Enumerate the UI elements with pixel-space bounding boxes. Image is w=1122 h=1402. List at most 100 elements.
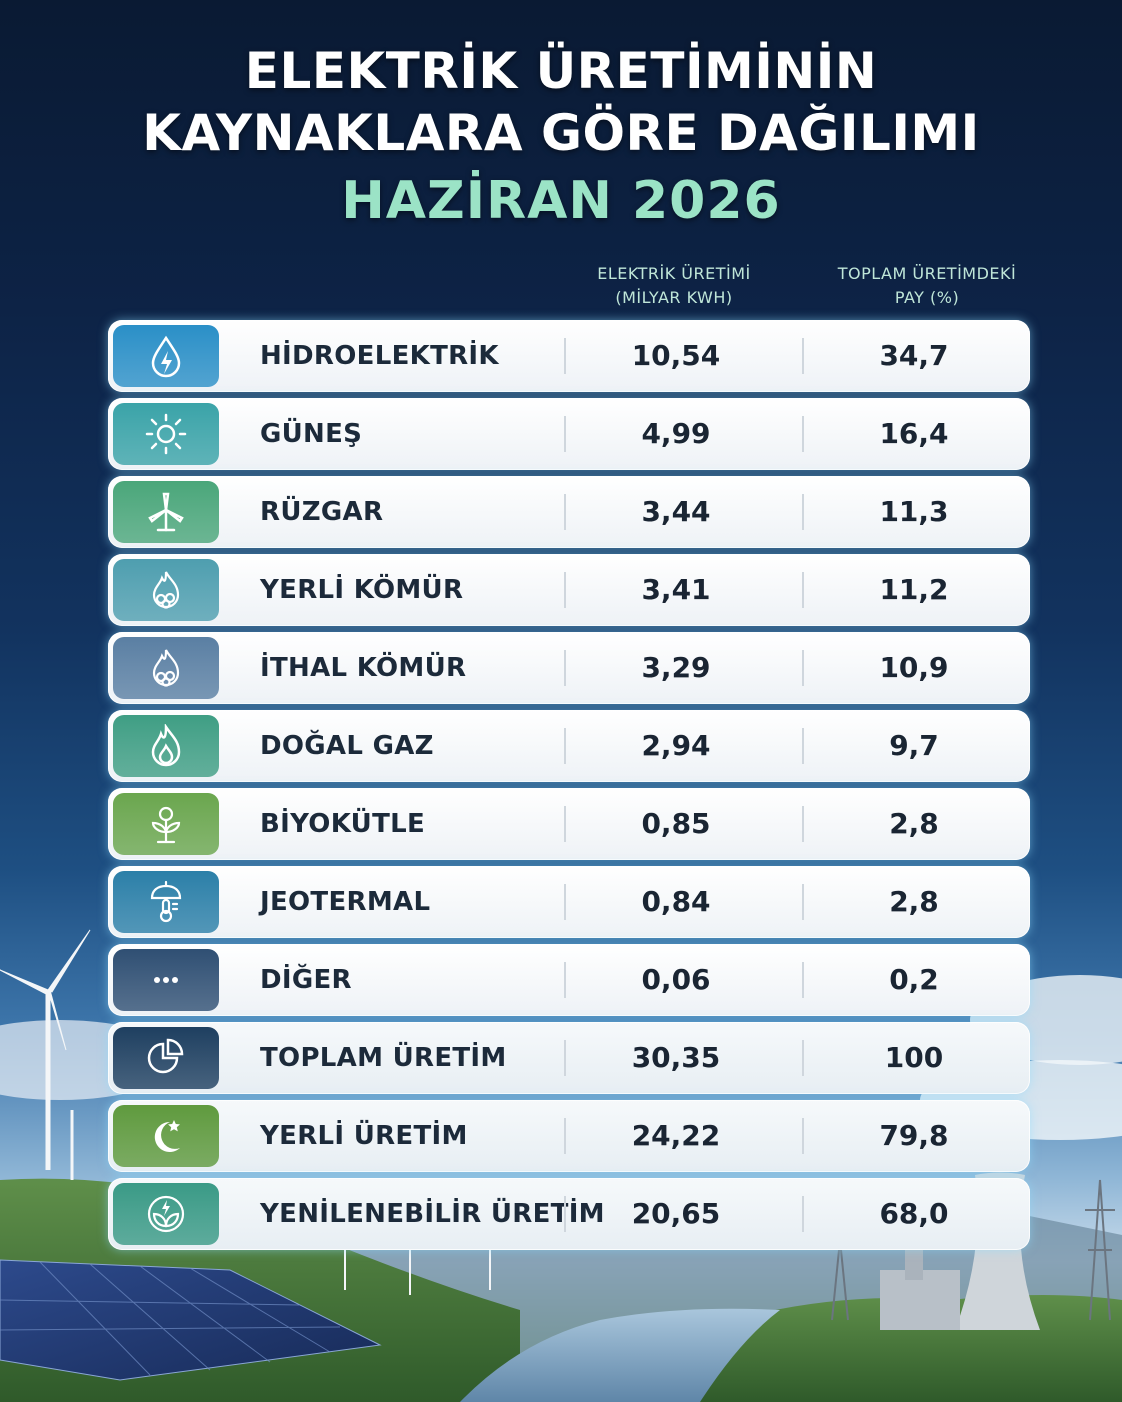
share-value: 2,8 [889,807,939,840]
sun-icon [145,413,187,455]
table-row: YERLİ ÜRETİM 24,22 79,8 [108,1100,1030,1172]
share-value: 16,4 [879,417,949,450]
column-header-share: TOPLAM ÜRETİMDEKİ PAY (%) [837,264,1017,307]
thermometer-icon [150,880,182,923]
column-divider [802,1118,804,1154]
production-value: 30,35 [631,1041,721,1074]
table-row: DOĞAL GAZ 2,94 9,7 [108,710,1030,782]
wind-turbine-icon-box [113,481,219,543]
column-divider [802,1040,804,1076]
production-value: 24,22 [631,1119,721,1152]
water-drop-bolt-icon [151,335,181,378]
source-name: İTHAL KÖMÜR [260,653,467,683]
table-row: TOPLAM ÜRETİM 30,35 100 [108,1022,1030,1094]
column-divider [564,962,566,998]
table-row: BİYOKÜTLE 0,85 2,8 [108,788,1030,860]
crescent-star-icon [154,1120,180,1152]
table-row: YENİLENEBİLİR ÜRETİM 20,65 68,0 [108,1178,1030,1250]
thermometer-icon-box [113,871,219,933]
table-row: JEOTERMAL 0,84 2,8 [108,866,1030,938]
column-divider [564,1040,566,1076]
column-divider [802,494,804,530]
production-value: 3,44 [641,495,711,528]
flame-icon-box [113,715,219,777]
source-name: BİYOKÜTLE [260,809,426,839]
table-row: İTHAL KÖMÜR 3,29 10,9 [108,632,1030,704]
title-block: ELEKTRİK ÜRETİMİNİN KAYNAKLARA GÖRE DAĞI… [0,40,1122,238]
flame-icon [151,724,181,767]
production-value: 3,41 [641,573,711,606]
column-divider [564,416,566,452]
column-divider [802,338,804,374]
water-drop-bolt-icon-box [113,325,219,387]
table-row: GÜNEŞ 4,99 16,4 [108,398,1030,470]
production-value: 2,94 [641,729,711,762]
column-divider [564,650,566,686]
share-value: 10,9 [879,651,949,684]
production-value: 20,65 [631,1197,721,1230]
table-row: HİDROELEKTRİK 10,54 34,7 [108,320,1030,392]
share-value: 9,7 [889,729,939,762]
production-value: 10,54 [631,339,721,372]
production-value: 4,99 [641,417,711,450]
coal-flame-icon [152,571,180,609]
table-row: YERLİ KÖMÜR 3,41 11,2 [108,554,1030,626]
leaf-bolt-icon-box [113,1183,219,1245]
column-divider [802,572,804,608]
source-name: YENİLENEBİLİR ÜRETİM [260,1199,605,1229]
column-divider [564,338,566,374]
column-divider [564,1196,566,1232]
pie-chart-icon [147,1038,184,1074]
column-divider [802,962,804,998]
coal-flame-icon [152,649,180,687]
crescent-star-icon-box [113,1105,219,1167]
source-name: RÜZGAR [260,497,384,527]
share-value: 79,8 [879,1119,949,1152]
more-dots-icon [154,977,178,983]
column-divider [802,416,804,452]
page-title-line2: KAYNAKLARA GÖRE DAĞILIMI [142,104,980,162]
source-name: JEOTERMAL [260,887,431,917]
more-dots-icon-box [113,949,219,1011]
column-divider [564,494,566,530]
share-value: 11,3 [879,495,949,528]
column-divider [802,806,804,842]
column-divider [564,572,566,608]
column-divider [802,884,804,920]
column-divider [564,728,566,764]
column-divider [564,884,566,920]
column-divider [802,650,804,686]
share-value: 2,8 [889,885,939,918]
leaf-bolt-icon [147,1195,185,1233]
production-value: 3,29 [641,651,711,684]
page-title-line1: ELEKTRİK ÜRETİMİNİN [244,42,878,100]
source-name: YERLİ KÖMÜR [260,575,464,605]
coal-flame-icon-box [113,559,219,621]
column-divider [564,806,566,842]
share-value: 34,7 [879,339,949,372]
plant-icon [151,806,181,844]
column-divider [564,1118,566,1154]
pie-chart-icon-box [113,1027,219,1089]
source-name: DİĞER [260,965,352,995]
source-name: DOĞAL GAZ [260,731,434,761]
sun-icon-box [113,403,219,465]
source-name: GÜNEŞ [260,419,363,449]
production-value: 0,06 [641,963,711,996]
table-row: RÜZGAR 3,44 11,3 [108,476,1030,548]
share-value: 100 [884,1041,944,1074]
source-name: TOPLAM ÜRETİM [260,1043,507,1073]
page-subtitle: HAZİRAN 2026 [341,171,781,231]
coal-flame-icon-box [113,637,219,699]
column-header-production: ELEKTRİK ÜRETİMİ (MİLYAR KWH) [597,264,751,307]
wind-turbine-icon [148,492,184,532]
column-divider [802,728,804,764]
column-divider [802,1196,804,1232]
production-value: 0,85 [641,807,711,840]
plant-icon-box [113,793,219,855]
source-name: YERLİ ÜRETİM [260,1121,468,1151]
table-row: DİĞER 0,06 0,2 [108,944,1030,1016]
energy-table: HİDROELEKTRİK 10,54 34,7 GÜNEŞ 4,99 16,4 RÜZGA… [108,320,1030,1256]
share-value: 0,2 [889,963,939,996]
share-value: 11,2 [879,573,949,606]
